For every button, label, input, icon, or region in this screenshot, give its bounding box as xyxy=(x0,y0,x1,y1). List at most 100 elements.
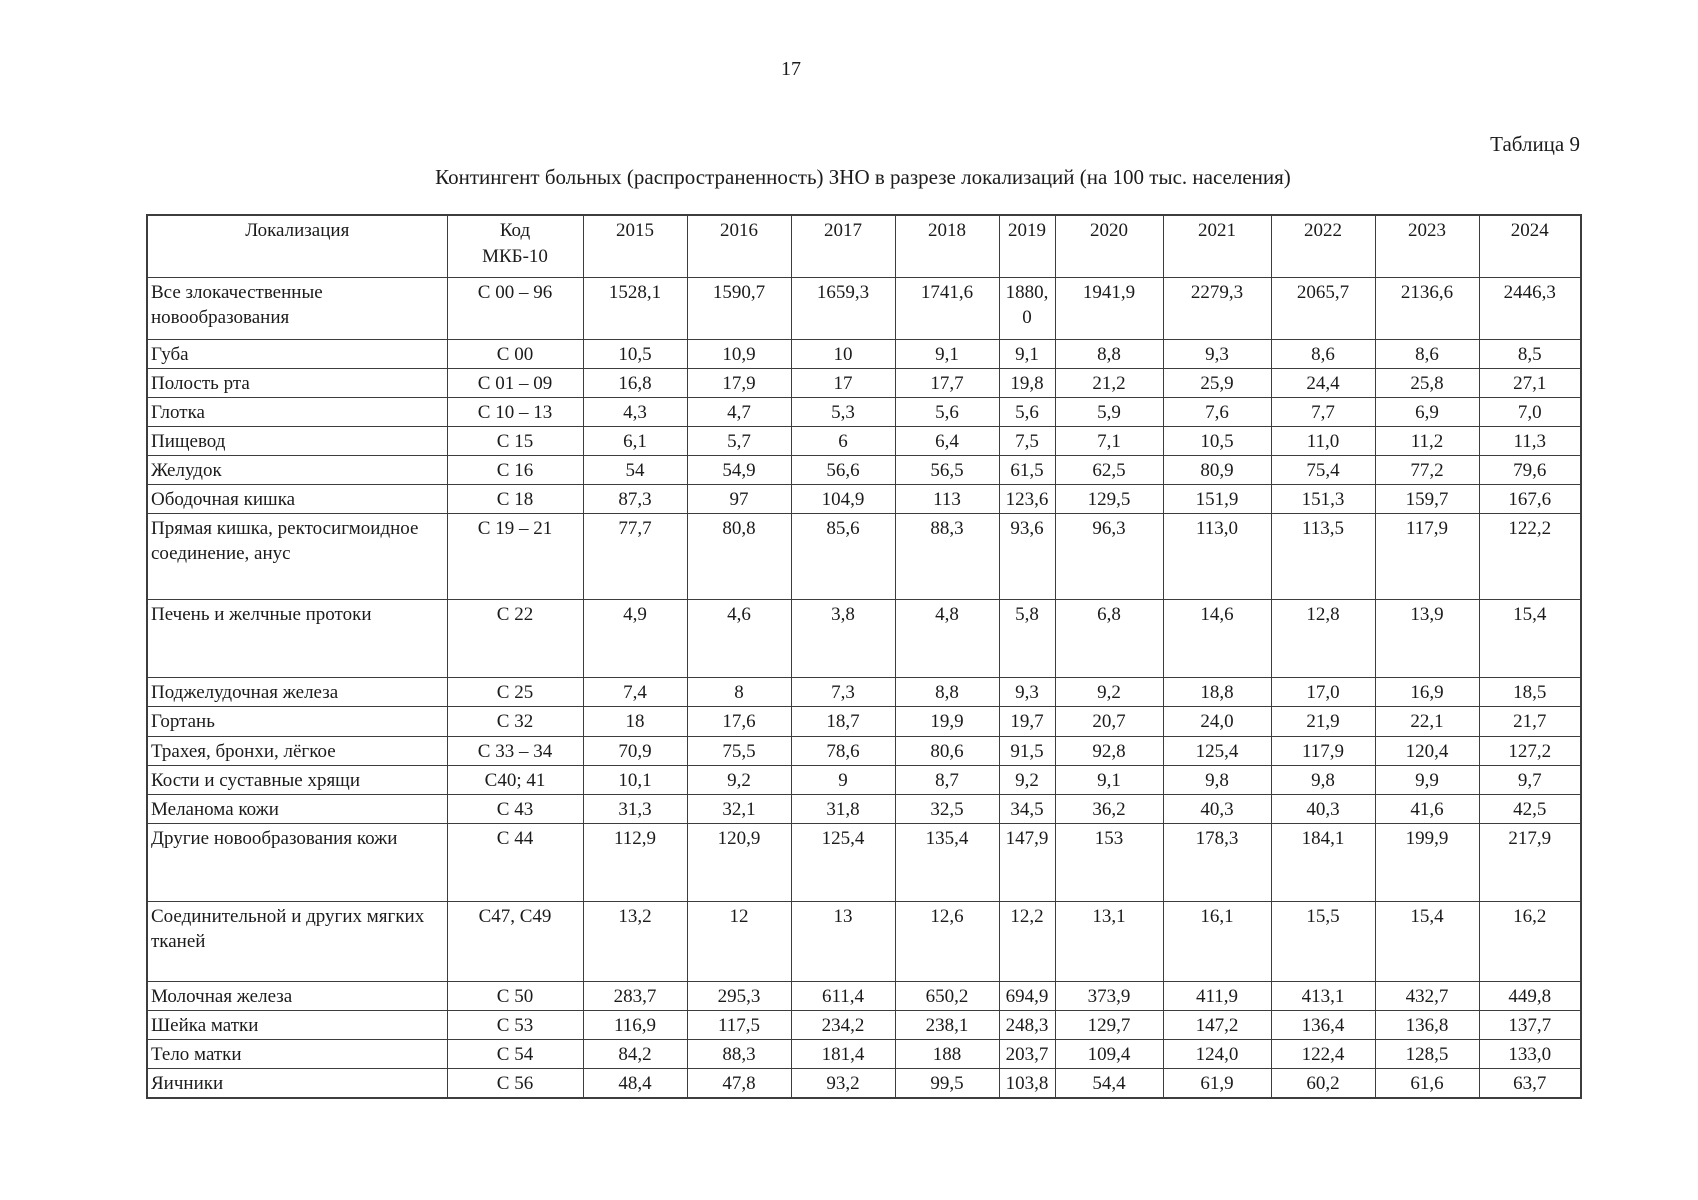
value-cell: 122,4 xyxy=(1270,1038,1376,1070)
table-row: Шейка матки С 53 116,9 117,5 234,2 238,1 248,3… xyxy=(146,1009,1582,1040)
value-cell: 24,4 xyxy=(1270,368,1376,399)
value-cell: 3,8 xyxy=(790,599,896,679)
icd-code-cell: С 10 – 13 xyxy=(446,397,584,428)
value-cell: 203,7 xyxy=(998,1038,1056,1070)
icd-code-cell: С 56 xyxy=(446,1068,584,1099)
value-cell: 113,5 xyxy=(1270,513,1376,601)
value-cell: 4,6 xyxy=(686,599,792,679)
value-cell: 79,6 xyxy=(1478,455,1582,486)
column-header-label: 2023 xyxy=(1408,220,1446,242)
value-cell: 1880,0 xyxy=(998,276,1056,340)
value-cell: 113 xyxy=(894,484,1000,515)
value-cell: 9,3 xyxy=(998,677,1056,708)
value-cell: 125,4 xyxy=(790,822,896,902)
value-cell: 40,3 xyxy=(1270,793,1376,824)
value-cell: 12,8 xyxy=(1270,599,1376,679)
page-content: Таблица 9 Контингент больных (распростра… xyxy=(146,132,1582,1100)
value-cell: 9,9 xyxy=(1374,764,1480,795)
value-cell: 54,4 xyxy=(1054,1068,1164,1099)
value-cell: 54 xyxy=(582,455,688,486)
table-label: Таблица 9 xyxy=(1490,132,1580,156)
value-cell: 41,6 xyxy=(1374,793,1480,824)
value-cell: 129,7 xyxy=(1054,1009,1164,1040)
table-row: Тело матки С 54 84,2 88,3 181,4 188 203,7 109,4… xyxy=(146,1038,1582,1070)
location-cell: Тело матки xyxy=(146,1038,448,1070)
value-cell: 7,5 xyxy=(998,426,1056,457)
location-cell: Трахея, бронхи, лёгкое xyxy=(146,735,448,766)
value-cell: 6,4 xyxy=(894,426,1000,457)
value-cell: 12,2 xyxy=(998,900,1056,982)
column-header: 2021 xyxy=(1162,214,1272,278)
table-row: Прямая кишка, ректосигмоидное соединение… xyxy=(146,513,1582,601)
value-cell: 5,6 xyxy=(998,397,1056,428)
value-cell: 8 xyxy=(686,677,792,708)
value-cell: 75,5 xyxy=(686,735,792,766)
table-caption: Контингент больных (распространенность) … xyxy=(435,165,1291,190)
value-cell: 31,3 xyxy=(582,793,688,824)
icd-code-cell: С 25 xyxy=(446,677,584,708)
location-cell: Яичники xyxy=(146,1068,448,1099)
value-cell: 116,9 xyxy=(582,1009,688,1040)
value-cell: 19,7 xyxy=(998,706,1056,737)
value-cell: 14,6 xyxy=(1162,599,1272,679)
value-cell: 21,9 xyxy=(1270,706,1376,737)
value-cell: 5,6 xyxy=(894,397,1000,428)
icd-code-cell: С 00 – 96 xyxy=(446,276,584,340)
table-row: Печень и желчные протоки С 22 4,9 4,6 3,8 4,8… xyxy=(146,599,1582,679)
value-cell: 77,7 xyxy=(582,513,688,601)
value-cell: 8,6 xyxy=(1270,338,1376,370)
value-cell: 238,1 xyxy=(894,1009,1000,1040)
icd-code-cell: С 43 xyxy=(446,793,584,824)
value-cell: 31,8 xyxy=(790,793,896,824)
value-cell: 113,0 xyxy=(1162,513,1272,601)
table-row: Все злокачественные новообразования С 00 … xyxy=(146,276,1582,340)
column-header: 2024 xyxy=(1478,214,1582,278)
value-cell: 117,9 xyxy=(1270,735,1376,766)
column-header: 2016 xyxy=(686,214,792,278)
value-cell: 6,1 xyxy=(582,426,688,457)
icd-code-cell: С 44 xyxy=(446,822,584,902)
value-cell: 124,0 xyxy=(1162,1038,1272,1070)
header-row: Локализация Код МКБ-10 2015 2016 2017 2018 201… xyxy=(146,214,1582,278)
icd-code-cell: С 54 xyxy=(446,1038,584,1070)
column-header-label: 2021 xyxy=(1198,220,1236,242)
icd-code-cell: С 32 xyxy=(446,706,584,737)
value-cell: 91,5 xyxy=(998,735,1056,766)
value-cell: 18,7 xyxy=(790,706,896,737)
value-cell: 373,9 xyxy=(1054,980,1164,1011)
location-cell: Кости и суставные хрящи xyxy=(146,764,448,795)
value-cell: 7,0 xyxy=(1478,397,1582,428)
value-cell: 93,2 xyxy=(790,1068,896,1099)
value-cell: 8,8 xyxy=(894,677,1000,708)
value-cell: 159,7 xyxy=(1374,484,1480,515)
value-cell: 117,9 xyxy=(1374,513,1480,601)
value-cell: 9,1 xyxy=(1054,764,1164,795)
location-cell: Прямая кишка, ректосигмоидное соединение… xyxy=(146,513,448,601)
value-cell: 8,7 xyxy=(894,764,1000,795)
value-cell: 47,8 xyxy=(686,1068,792,1099)
value-cell: 9,2 xyxy=(998,764,1056,795)
value-cell: 650,2 xyxy=(894,980,1000,1011)
column-header: 2017 xyxy=(790,214,896,278)
value-cell: 6,9 xyxy=(1374,397,1480,428)
column-header: 2018 xyxy=(894,214,1000,278)
column-header-label: 2017 xyxy=(824,220,862,242)
value-cell: 7,6 xyxy=(1162,397,1272,428)
value-cell: 60,2 xyxy=(1270,1068,1376,1099)
value-cell: 137,7 xyxy=(1478,1009,1582,1040)
value-cell: 61,6 xyxy=(1374,1068,1480,1099)
value-cell: 4,9 xyxy=(582,599,688,679)
table-row: Яичники С 56 48,4 47,8 93,2 99,5 103,8 54,4 61,9… xyxy=(146,1068,1582,1099)
table-row: Глотка С 10 – 13 4,3 4,7 5,3 5,6 5,6 5,9 7,6 7,7 6… xyxy=(146,397,1582,428)
value-cell: 85,6 xyxy=(790,513,896,601)
location-cell: Полость рта xyxy=(146,368,448,399)
value-cell: 283,7 xyxy=(582,980,688,1011)
value-cell: 61,9 xyxy=(1162,1068,1272,1099)
value-cell: 9,2 xyxy=(1054,677,1164,708)
location-cell: Гортань xyxy=(146,706,448,737)
table-row: Кости и суставные хрящи С40; 41 10,1 9,2 9 8,… xyxy=(146,764,1582,795)
value-cell: 21,2 xyxy=(1054,368,1164,399)
column-header: Код МКБ-10 xyxy=(446,214,584,278)
column-header-label: 2024 xyxy=(1510,220,1549,242)
